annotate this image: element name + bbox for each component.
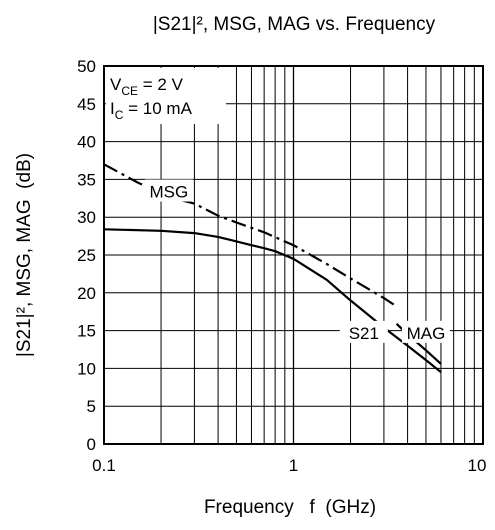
y-tick-label: 40 [77, 133, 96, 152]
x-axis-label: Frequency f (GHz) [204, 497, 376, 518]
condition-backing [106, 68, 226, 124]
y-tick-label: 25 [77, 246, 96, 265]
series-label-mag: MAG [407, 324, 446, 343]
y-tick-label: 10 [77, 359, 96, 378]
condition-symbol: V [110, 75, 122, 94]
grid-lines [104, 66, 483, 444]
y-tick-label: 20 [77, 284, 96, 303]
series-label-s21: S21 [349, 324, 379, 343]
y-axis-label: |S21|², MSG, MAG (dB) [14, 153, 35, 357]
annotation-backing [339, 320, 388, 343]
condition-box: VCE = 2 VIC = 10 mA [106, 68, 226, 124]
condition-subscript: CE [121, 84, 138, 98]
x-tick-label: 1 [289, 456, 298, 475]
y-tick-label: 35 [77, 170, 96, 189]
y-axis: 0 5 10 15 20 25 30 35 40 45 50 [77, 57, 96, 454]
y-tick-label: 50 [77, 57, 96, 76]
x-tick-label: 10 [468, 456, 487, 475]
x-tick-label: 0.1 [92, 456, 116, 475]
x-axis: 0.1 1 10 [92, 456, 486, 475]
condition-text: IC = 10 mA [110, 99, 193, 122]
plot-frame [103, 65, 484, 445]
condition-subscript: C [115, 108, 124, 122]
y-tick-label: 30 [77, 208, 96, 227]
chart-title: |S21|², MSG, MAG vs. Frequency [153, 14, 436, 35]
condition-symbol: I [110, 99, 115, 118]
condition-value: = 2 V [138, 75, 184, 94]
annotation-backing [401, 320, 450, 343]
condition-value: = 10 mA [123, 99, 192, 118]
series-s21-line [103, 228, 442, 374]
y-tick-label: 45 [77, 95, 96, 114]
y-tick-label: 0 [87, 435, 96, 454]
y-tick-label: 5 [87, 397, 96, 416]
condition-text: VCE = 2 V [110, 75, 184, 98]
annotation-backing [144, 179, 193, 202]
y-tick-label: 15 [77, 322, 96, 341]
series-label-msg: MSG [150, 182, 189, 201]
annotations: MSG S21 MAG [144, 179, 450, 343]
